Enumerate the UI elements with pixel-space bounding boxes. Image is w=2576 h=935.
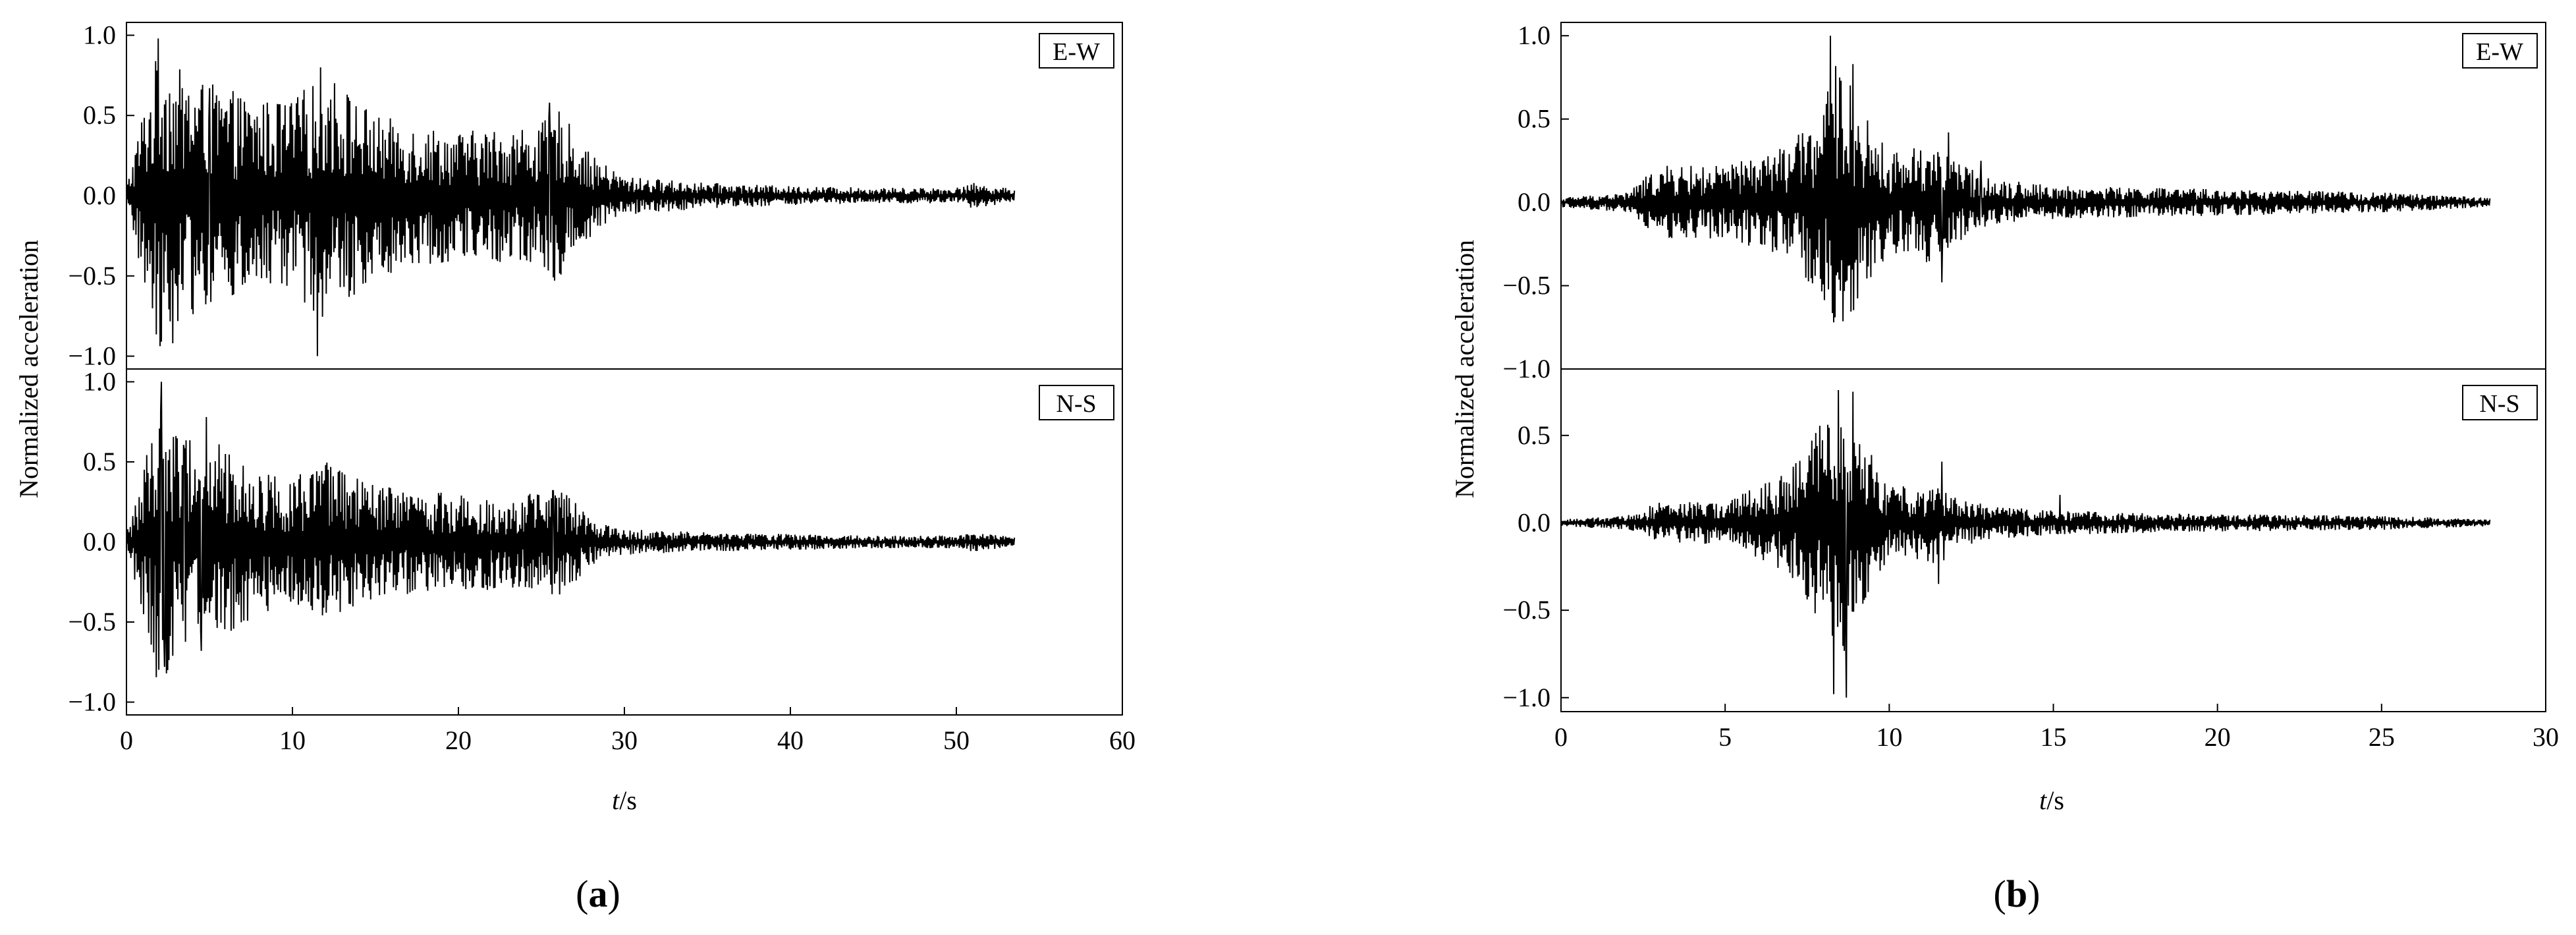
panel-b-x-tick-label: 25 [2369, 722, 2395, 752]
panel-b-ew-ticks: 1.0 0.5 0.0 −0.5 −1.0 [1502, 20, 1569, 383]
panel-b-x-tick-label: 0 [1554, 722, 1568, 752]
panel-a-y-tick-label: 0.5 [83, 100, 116, 130]
panel-b-x-tick-label: 20 [2205, 722, 2231, 752]
panel-b-caption: (b) [1994, 872, 2041, 915]
panel-a-ns-label-box [1039, 385, 1114, 420]
panel-b-y-tick-label: 0.0 [1518, 187, 1550, 217]
panel-a-ns-label: N-S [1056, 390, 1096, 418]
panel-b-y-tick-label: 1.0 [1518, 20, 1550, 50]
panel-b-x-tick-label: 15 [2041, 722, 2067, 752]
panel-b-x-label: t/s [2039, 785, 2064, 815]
panel-a-x-tick-label: 50 [943, 725, 970, 755]
panel-b-caption-letter: b [2006, 872, 2027, 915]
panel-a-x-tick-label: 30 [611, 725, 638, 755]
panel-a-ew-ticks: 1.0 0.5 0.0 −0.5 −1.0 [68, 20, 134, 371]
panel-b-x-label-var: t [2039, 785, 2047, 815]
panel-a-ew-label-box [1039, 33, 1114, 69]
panel-b-y-tick-label: 0.5 [1518, 420, 1550, 450]
panel-a-caption: (a) [576, 872, 620, 915]
panel-b-x-label-unit: /s [2046, 785, 2064, 815]
panel-b-ns-ticks: 0.5 0.0 −0.5 −1.0 [1502, 420, 1569, 712]
panel-a-x-tick-label: 60 [1109, 725, 1136, 755]
panel-a-y-tick-label: −1.0 [68, 687, 116, 717]
panel-b-y-tick-label: −0.5 [1502, 271, 1550, 300]
panel-b-x-tick-label: 30 [2533, 722, 2559, 752]
panel-b-x-tick-label: 5 [1718, 722, 1732, 752]
panel-a-caption-letter: a [589, 872, 608, 915]
panel-a-x-tick-label: 20 [445, 725, 472, 755]
panel-a-x-tick-label: 40 [777, 725, 804, 755]
panel-b-ew-trace [1560, 36, 2491, 323]
panel-b-ns-label: N-S [2479, 390, 2519, 418]
panel-a-ew-trace [126, 38, 1016, 356]
panel-b-y-tick-label: −0.5 [1502, 595, 1550, 625]
panel-b-y-tick-label: 0.0 [1518, 507, 1550, 537]
panel-b-y-label: Normalized acceleration [1450, 240, 1479, 498]
panel-a-y-tick-label: −0.5 [68, 607, 116, 637]
panel-a-y-tick-label: 0.0 [83, 181, 116, 210]
panel-a-y-tick-label: −0.5 [68, 261, 116, 291]
panel-a-y-label: Normalized acceleration [14, 240, 43, 498]
panel-b-y-tick-label: −1.0 [1502, 354, 1550, 383]
panel-a-x-label: t/s [612, 785, 637, 815]
panel-a-ew-label: E-W [1053, 38, 1100, 66]
panel-b-ns-label-box [2462, 385, 2538, 420]
panel-b: 1.0 0.5 0.0 −0.5 −1.0 0.5 0.0 −0.5 −1.0 0 5 10 15 2… [1450, 20, 2559, 915]
panel-b-ns-trace [1560, 389, 2491, 698]
panel-a-y-tick-label: 1.0 [83, 20, 116, 49]
panel-a-x-label-var: t [612, 785, 620, 815]
panel-a-x-tick-label: 0 [120, 725, 133, 755]
panel-b-y-tick-label: 0.5 [1518, 104, 1550, 134]
panel-b-y-tick-label: −1.0 [1502, 683, 1550, 712]
panel-b-ew-label: E-W [2476, 38, 2523, 66]
panel-a-x-label-unit: /s [619, 785, 637, 815]
panel-a-y-tick-label: 0.5 [83, 447, 116, 476]
panel-a-ns-trace [126, 382, 1016, 677]
panel-b-x-ticks: 0 5 10 15 20 25 30 [1554, 704, 2559, 752]
panel-a-y-tick-label: 0.0 [83, 527, 116, 557]
panel-a-y-tick-label: −1.0 [68, 341, 116, 371]
panel-a-x-tick-label: 10 [279, 725, 306, 755]
panel-b-x-tick-label: 10 [1876, 722, 1902, 752]
panel-a-x-ticks: 0 10 20 30 40 50 60 [120, 707, 1136, 755]
panel-b-ew-label-box [2462, 33, 2538, 69]
panel-a-ns-ticks: 1.0 0.5 0.0 −0.5 −1.0 [68, 366, 134, 717]
panel-a-y-tick-label: 1.0 [83, 366, 116, 396]
panel-a: 1.0 0.5 0.0 −0.5 −1.0 1.0 0.5 0.0 −0.5 −1.0 0 10 2… [14, 20, 1136, 915]
